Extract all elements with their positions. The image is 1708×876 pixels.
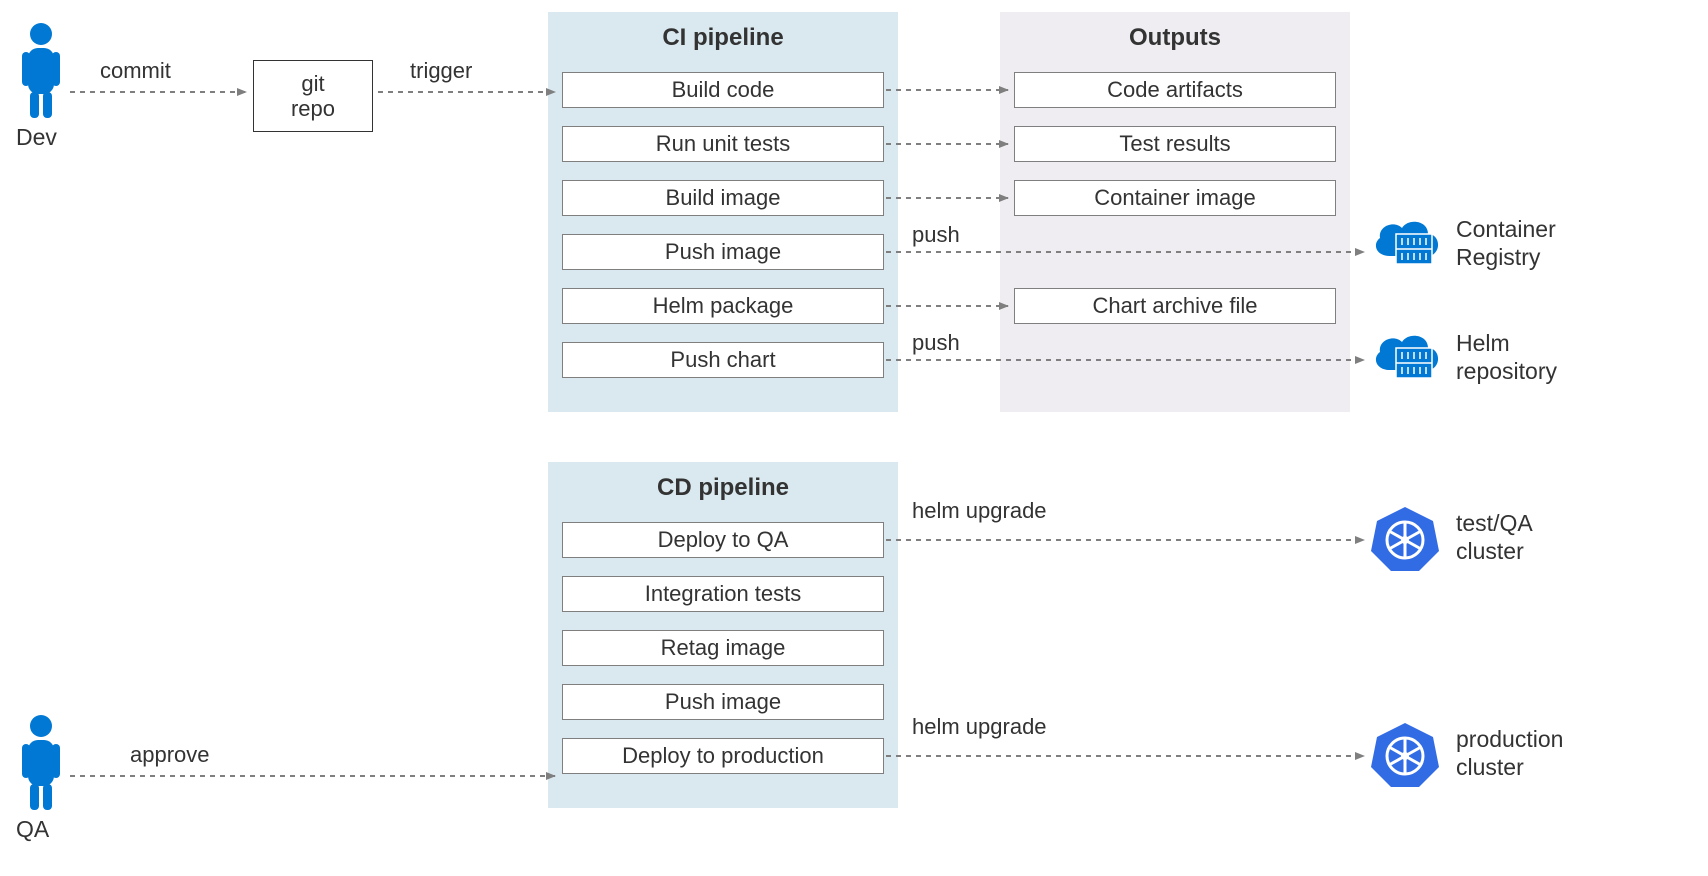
git-repo-line2: repo	[291, 96, 335, 121]
cd-step-retag-image: Retag image	[562, 630, 884, 666]
ci-step-push-chart: Push chart	[562, 342, 884, 378]
helm-repo-label-line1: Helm	[1456, 330, 1557, 358]
prod-cluster-label-line2: cluster	[1456, 754, 1563, 782]
qa-cluster-label-line1: test/QA	[1456, 510, 1533, 538]
dev-label: Dev	[16, 124, 57, 151]
cd-step-deploy-prod: Deploy to production	[562, 738, 884, 774]
edge-label-push1: push	[912, 222, 960, 248]
container-registry-label-line1: Container	[1456, 216, 1556, 244]
container-registry-label-line2: Registry	[1456, 244, 1556, 272]
qa-cluster-label-line2: cluster	[1456, 538, 1533, 566]
cd-step-push-image: Push image	[562, 684, 884, 720]
prod-cluster-label-line1: production	[1456, 726, 1563, 754]
prod-cluster-label: production cluster	[1456, 726, 1563, 781]
qa-label: QA	[16, 816, 49, 843]
edge-label-trigger: trigger	[410, 58, 472, 84]
cd-step-integration-tests: Integration tests	[562, 576, 884, 612]
git-repo-line1: git	[301, 71, 324, 96]
edge-label-push2: push	[912, 330, 960, 356]
container-registry-icon	[1370, 212, 1444, 277]
ci-step-build-code: Build code	[562, 72, 884, 108]
output-code-artifacts: Code artifacts	[1014, 72, 1336, 108]
qa-cluster-label: test/QA cluster	[1456, 510, 1533, 565]
container-registry-label: Container Registry	[1456, 216, 1556, 271]
helm-repo-label: Helm repository	[1456, 330, 1557, 385]
helm-repo-icon	[1370, 326, 1444, 391]
cd-panel-title: CD pipeline	[548, 474, 898, 502]
helm-repo-label-line2: repository	[1456, 358, 1557, 386]
dev-person-icon	[20, 22, 62, 123]
edge-label-commit: commit	[100, 58, 171, 84]
output-test-results: Test results	[1014, 126, 1336, 162]
ci-step-push-image: Push image	[562, 234, 884, 270]
qa-person-icon	[20, 714, 62, 815]
ci-step-build-image: Build image	[562, 180, 884, 216]
ci-panel-title: CI pipeline	[548, 24, 898, 52]
outputs-panel-title: Outputs	[1000, 24, 1350, 52]
cd-step-deploy-qa: Deploy to QA	[562, 522, 884, 558]
ci-step-helm-package: Helm package	[562, 288, 884, 324]
qa-cluster-icon	[1370, 504, 1440, 579]
edge-label-approve: approve	[130, 742, 210, 768]
edge-label-helm-upgrade1: helm upgrade	[912, 498, 1047, 524]
git-repo-box: git repo	[253, 60, 373, 132]
prod-cluster-icon	[1370, 720, 1440, 795]
output-chart-archive: Chart archive file	[1014, 288, 1336, 324]
edge-label-helm-upgrade2: helm upgrade	[912, 714, 1047, 740]
output-container-image: Container image	[1014, 180, 1336, 216]
ci-step-run-unit-tests: Run unit tests	[562, 126, 884, 162]
